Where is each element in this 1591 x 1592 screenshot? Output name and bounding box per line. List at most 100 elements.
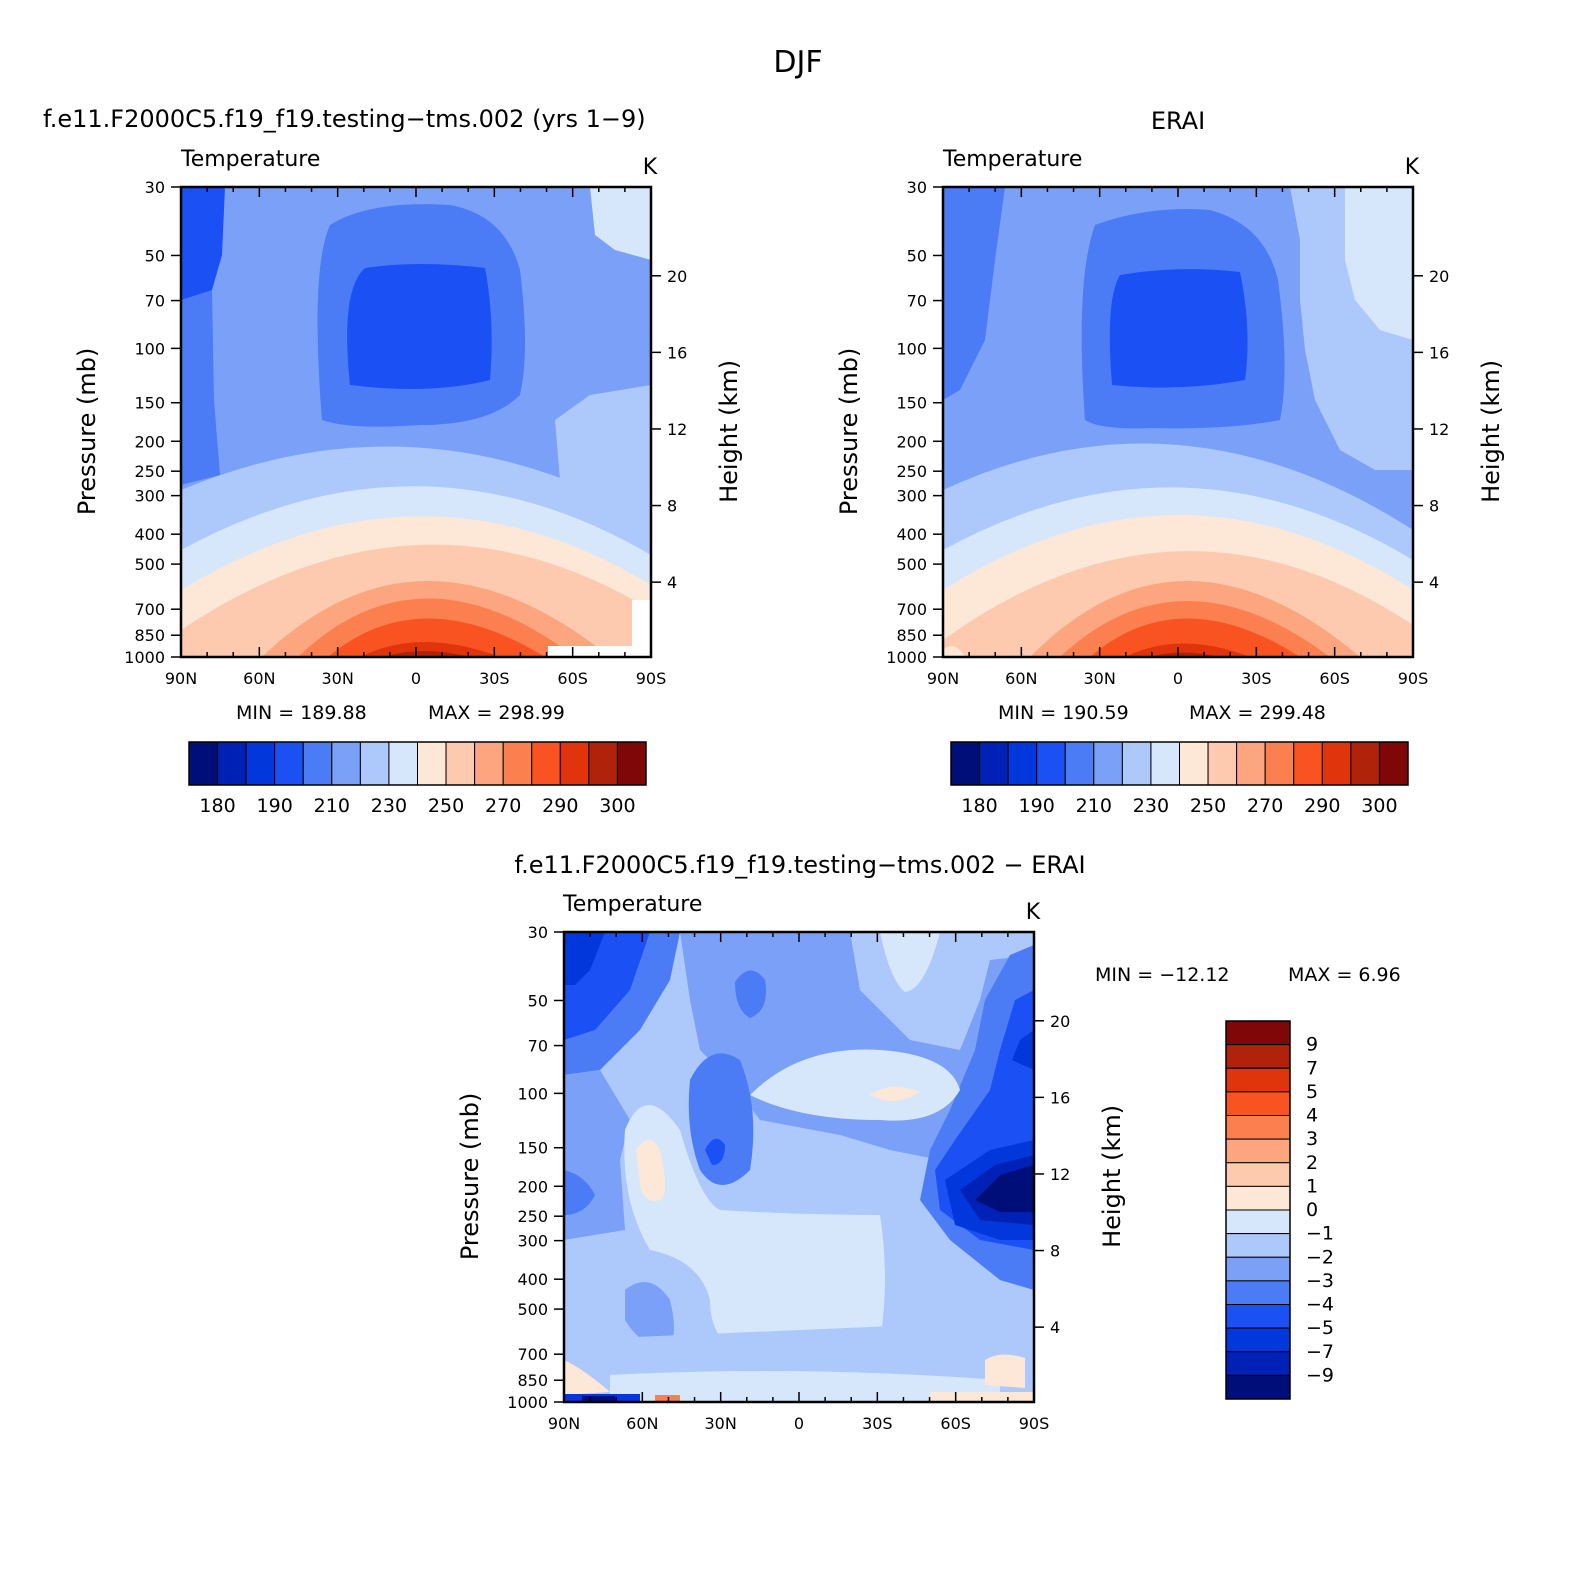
y-tick-label: 100 (134, 339, 165, 358)
colorbar-label: 300 (599, 795, 635, 817)
colorbar-segment (359, 741, 390, 786)
axes: 90N 60N 30N 0 30S 60S 90S 30 50 70 100 150 200 250 300… (456, 923, 1126, 1433)
colorbar-label: −4 (1306, 1294, 1334, 1316)
contour-fill (1125, 643, 1250, 657)
colorbar-label: 190 (1019, 795, 1055, 817)
colorbar-label: 190 (257, 795, 293, 817)
y-tick-label: 1000 (507, 1393, 548, 1412)
contour-fill (870, 1086, 920, 1101)
colorbar-segment (1225, 1044, 1291, 1069)
panel-left-label: Temperature (942, 147, 1082, 172)
contour-fill (943, 187, 1005, 400)
colorbar-segment (1225, 1067, 1291, 1093)
colorbar-segment (1225, 1115, 1291, 1140)
colorbar-segment (474, 741, 504, 786)
min-label: MIN = 189.88 (236, 702, 367, 724)
x-tick-label: 30S (479, 669, 510, 688)
colorbar-label: 230 (371, 795, 407, 817)
contour-field (564, 932, 1034, 1402)
colorbar-label: 290 (542, 795, 578, 817)
colorbar-label: 230 (1133, 795, 1169, 817)
contour-field (943, 187, 1413, 657)
units-label: K (1405, 155, 1420, 180)
colorbar-label: 0 (1306, 1199, 1318, 1221)
colorbar-segment (245, 741, 276, 786)
colorbar-segment (1225, 1304, 1291, 1329)
y2-axis-label: Height (km) (1098, 1105, 1126, 1248)
missing-data (632, 600, 651, 657)
y-axis-label: Pressure (mb) (73, 348, 101, 515)
y-tick-label: 300 (896, 487, 927, 506)
x-tick-label: 30S (862, 1414, 893, 1433)
y-tick-label: 30 (907, 178, 927, 197)
colorbar-segment (1036, 741, 1066, 786)
x-tick-label: 90S (1019, 1414, 1050, 1433)
colorbar-label: −1 (1306, 1223, 1334, 1245)
colorbar-segment (1150, 741, 1180, 786)
y2-tick-label: 8 (1050, 1242, 1060, 1261)
y-axis-label: Pressure (mb) (835, 348, 863, 515)
y2-tick-label: 8 (667, 497, 677, 516)
contour-fill (564, 932, 605, 985)
y-axis-label: Pressure (mb) (456, 1093, 484, 1260)
y-tick-label: 50 (907, 246, 927, 265)
x-tick-label: 0 (1173, 669, 1183, 688)
colorbar-label: 3 (1306, 1128, 1318, 1150)
colorbar-segment (388, 741, 418, 786)
min-label: MIN = −12.12 (1095, 964, 1230, 986)
colorbar-segment (1225, 1280, 1291, 1305)
contour-fill (610, 1371, 1000, 1402)
colorbar-segment (1207, 741, 1238, 786)
colorbar-label: −5 (1306, 1317, 1334, 1339)
contour-fill (1012, 1030, 1034, 1070)
y-tick-label: 150 (517, 1139, 548, 1158)
y2-tick-label: 12 (1050, 1165, 1070, 1184)
y-tick-label: 300 (134, 487, 165, 506)
colorbar-label: 7 (1306, 1057, 1318, 1079)
colorbar-label: 180 (961, 795, 997, 817)
x-tick-label: 30N (705, 1414, 737, 1433)
y2-tick-label: 20 (1050, 1012, 1070, 1031)
panel-left-label: Temperature (562, 892, 702, 917)
contour-fill (360, 642, 500, 657)
contour-fill (564, 1170, 595, 1215)
colorbar-segment (417, 741, 447, 786)
contour-fill (735, 970, 766, 1018)
contour-fill (328, 618, 545, 657)
y-tick-label: 150 (896, 394, 927, 413)
x-tick-label: 30N (322, 669, 354, 688)
colorbar-segment (1225, 1256, 1291, 1282)
axes: 90N 60N 30N 0 30S 60S 90S 30 50 70 100 150 200 250 300… (73, 178, 743, 688)
contour-fill (564, 1360, 610, 1395)
y-tick-label: 850 (517, 1371, 548, 1390)
colorbar-label: 270 (1247, 795, 1283, 817)
y-tick-label: 400 (517, 1270, 548, 1289)
x-tick-label: 30S (1241, 669, 1272, 688)
y-tick-label: 200 (896, 432, 927, 451)
y-tick-label: 1000 (124, 648, 165, 667)
y-tick-label: 150 (134, 394, 165, 413)
y2-tick-label: 4 (1050, 1318, 1060, 1337)
y-tick-label: 400 (896, 525, 927, 544)
colorbar-segment (1064, 741, 1095, 786)
contour-fill (880, 932, 940, 992)
colorbar-segment (1121, 741, 1152, 786)
contour-fill (750, 1049, 960, 1121)
colorbar-label: 4 (1306, 1105, 1318, 1127)
colorbar-segment (1093, 741, 1123, 786)
colorbar-frame (950, 741, 1409, 786)
y-tick-label: 70 (145, 292, 165, 311)
units-label: K (643, 155, 658, 180)
colorbar-segment (1225, 1351, 1291, 1376)
panel-model: f.e11.F2000C5.f19_f19.testing−tms.002 (y… (43, 105, 743, 817)
y-tick-label: 30 (528, 923, 548, 942)
contour-fill (1090, 618, 1300, 657)
contour-fill (181, 290, 220, 485)
missing-data (548, 646, 632, 657)
x-tick-label: 90S (1398, 669, 1429, 688)
y-tick-label: 100 (896, 339, 927, 358)
contour-fill (590, 187, 651, 260)
colorbar-segment (1007, 741, 1038, 786)
colorbar-label: 250 (1190, 795, 1226, 817)
colorbar-segment (1225, 1020, 1291, 1046)
